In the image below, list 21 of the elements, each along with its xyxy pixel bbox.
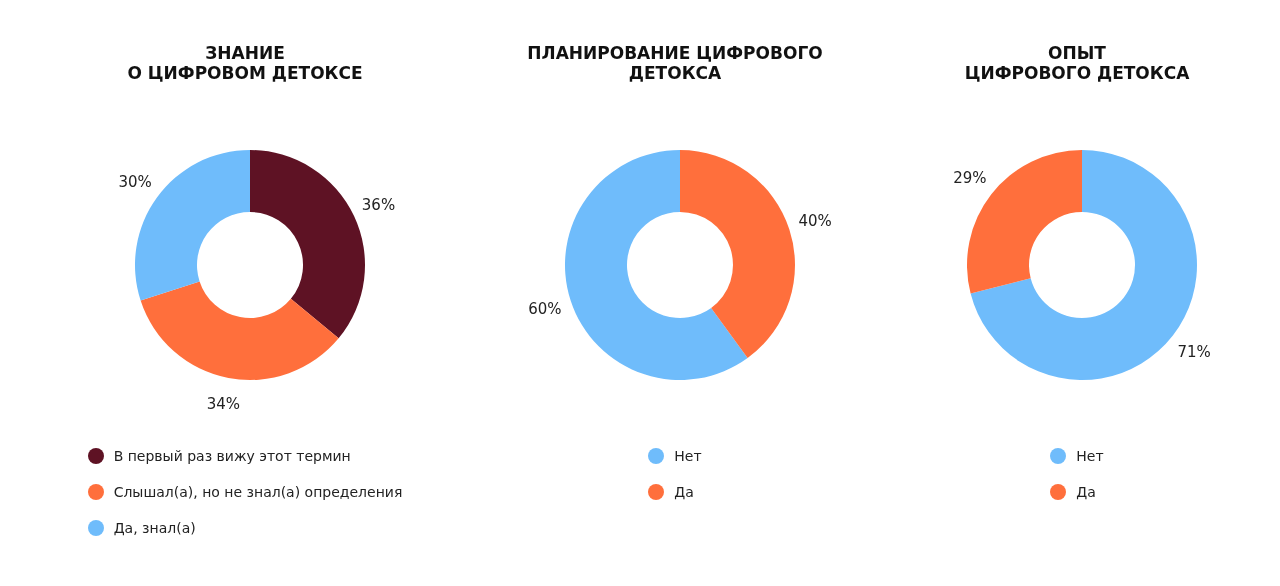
- data-label: 30%: [118, 172, 152, 191]
- data-label: 60%: [528, 299, 562, 318]
- legend-label: Да: [674, 484, 694, 500]
- data-label: 34%: [206, 395, 241, 414]
- data-label: 36%: [361, 195, 396, 214]
- legend-label: Да: [1076, 484, 1096, 500]
- legend-label: В первый раз вижу этот термин: [113, 448, 351, 464]
- legend-label: Слышал(а), но не знал(а) определения: [113, 484, 403, 500]
- chart-title: ПЛАНИРОВАНИЕ ЦИФРОВОГО ДЕТОКСА: [526, 43, 824, 83]
- donut-slice: [680, 150, 795, 359]
- donut-slice: [565, 150, 748, 380]
- data-label: 29%: [953, 168, 987, 187]
- donut-slice: [140, 281, 339, 380]
- data-label: 40%: [798, 212, 832, 231]
- donut-slice: [250, 150, 365, 339]
- data-label: 71%: [1177, 343, 1211, 362]
- legend-label: Нет: [674, 448, 702, 464]
- chart-title: ОПЫТ ЦИФРОВОГО ДЕТОКСА: [963, 43, 1191, 83]
- chart-title: ЗНАНИЕ О ЦИФРОВОМ ДЕТОКСЕ: [126, 43, 364, 83]
- legend-label: Да, знал(а): [113, 520, 196, 536]
- legend-label: Нет: [1076, 448, 1104, 464]
